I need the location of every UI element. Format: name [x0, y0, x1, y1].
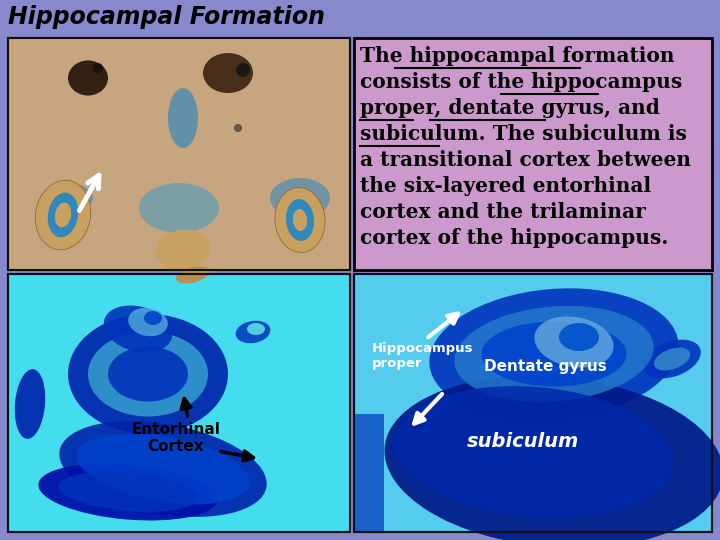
Text: Dentate gyrus: Dentate gyrus — [484, 359, 607, 374]
Ellipse shape — [144, 311, 162, 325]
Ellipse shape — [156, 230, 210, 270]
Bar — [8, 38, 350, 270]
Ellipse shape — [55, 202, 71, 227]
Text: subiculum. The subiculum is: subiculum. The subiculum is — [360, 124, 687, 144]
Ellipse shape — [38, 463, 217, 521]
Bar — [8, 274, 350, 532]
Ellipse shape — [108, 347, 188, 402]
Ellipse shape — [482, 321, 626, 387]
Bar — [354, 274, 712, 532]
Ellipse shape — [68, 314, 228, 434]
Ellipse shape — [643, 340, 701, 379]
Bar — [8, 38, 350, 270]
Ellipse shape — [235, 321, 270, 343]
Ellipse shape — [43, 183, 93, 213]
Text: proper, dentate gyrus, and: proper, dentate gyrus, and — [360, 98, 660, 118]
Bar — [354, 274, 712, 532]
Ellipse shape — [48, 193, 78, 237]
Text: cortex of the hippocampus.: cortex of the hippocampus. — [360, 228, 668, 248]
Text: cortex and the trilaminar: cortex and the trilaminar — [360, 202, 646, 222]
Text: Entorhinal
Cortex: Entorhinal Cortex — [132, 422, 220, 454]
Bar — [354, 38, 712, 270]
Ellipse shape — [59, 421, 266, 517]
Ellipse shape — [454, 306, 654, 402]
Text: subiculum: subiculum — [467, 432, 579, 451]
Text: The hippocampal formation: The hippocampal formation — [360, 46, 675, 66]
Text: consists of the hippocampus: consists of the hippocampus — [360, 72, 683, 92]
Ellipse shape — [104, 306, 172, 353]
Ellipse shape — [429, 288, 679, 420]
Ellipse shape — [58, 472, 198, 512]
Ellipse shape — [395, 386, 674, 518]
Text: Hippocampal Formation: Hippocampal Formation — [8, 5, 325, 29]
Ellipse shape — [68, 60, 108, 96]
Ellipse shape — [270, 178, 330, 218]
Bar — [8, 274, 350, 532]
Text: Hippocampus
proper: Hippocampus proper — [372, 342, 474, 370]
Ellipse shape — [384, 376, 720, 540]
Ellipse shape — [293, 209, 307, 231]
Ellipse shape — [14, 369, 45, 439]
Text: the six-layered entorhinal: the six-layered entorhinal — [360, 176, 651, 196]
Circle shape — [236, 63, 250, 77]
Ellipse shape — [35, 180, 91, 250]
Ellipse shape — [559, 323, 599, 351]
Ellipse shape — [286, 199, 314, 241]
Ellipse shape — [139, 183, 219, 233]
Circle shape — [93, 63, 103, 73]
Ellipse shape — [128, 308, 168, 336]
Bar — [354, 414, 384, 532]
Ellipse shape — [534, 316, 613, 368]
Ellipse shape — [654, 348, 690, 370]
Ellipse shape — [275, 187, 325, 252]
Ellipse shape — [88, 332, 208, 416]
Text: a transitional cortex between: a transitional cortex between — [360, 150, 691, 170]
Ellipse shape — [247, 323, 265, 335]
Ellipse shape — [76, 434, 249, 504]
Ellipse shape — [168, 88, 198, 148]
Circle shape — [234, 124, 242, 132]
Ellipse shape — [203, 53, 253, 93]
Ellipse shape — [176, 266, 210, 284]
